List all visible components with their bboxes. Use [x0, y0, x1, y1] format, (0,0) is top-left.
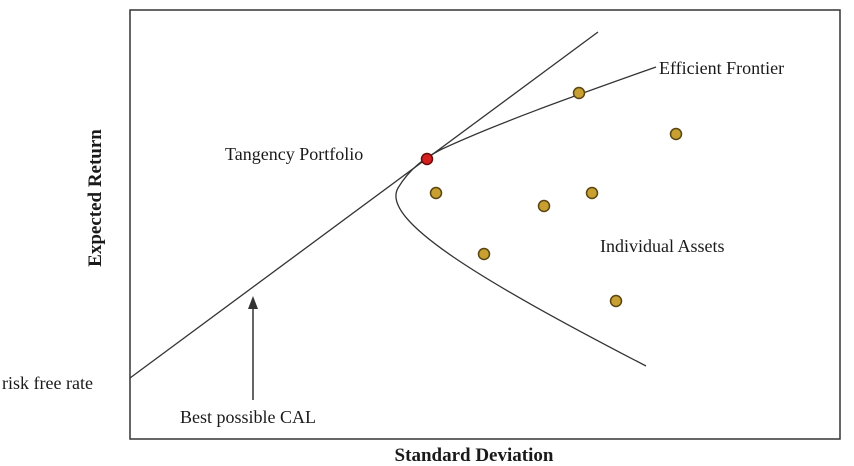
asset-point [477, 247, 491, 261]
asset-point [669, 127, 683, 141]
plot-frame [129, 9, 841, 440]
asset-point [429, 186, 443, 200]
tangency-portfolio-point [420, 152, 434, 166]
asset-point [572, 86, 586, 100]
efficient-frontier-label: Efficient Frontier [659, 58, 784, 78]
cal-line [129, 31, 599, 379]
risk-free-rate-label: risk free rate [2, 373, 93, 393]
asset-point [585, 186, 599, 200]
asset-point [537, 199, 551, 213]
cal-annotation-arrow-head [248, 296, 258, 309]
asset-point [609, 294, 623, 308]
tangency-portfolio-label: Tangency Portfolio [225, 144, 363, 164]
y-axis-title: Expected Return [85, 129, 106, 267]
x-axis-title: Standard Deviation [395, 445, 554, 466]
individual-assets [429, 86, 683, 308]
efficient-frontier-curve [395, 66, 657, 367]
best-cal-label: Best possible CAL [180, 407, 316, 427]
individual-assets-label: Individual Assets [600, 236, 725, 256]
